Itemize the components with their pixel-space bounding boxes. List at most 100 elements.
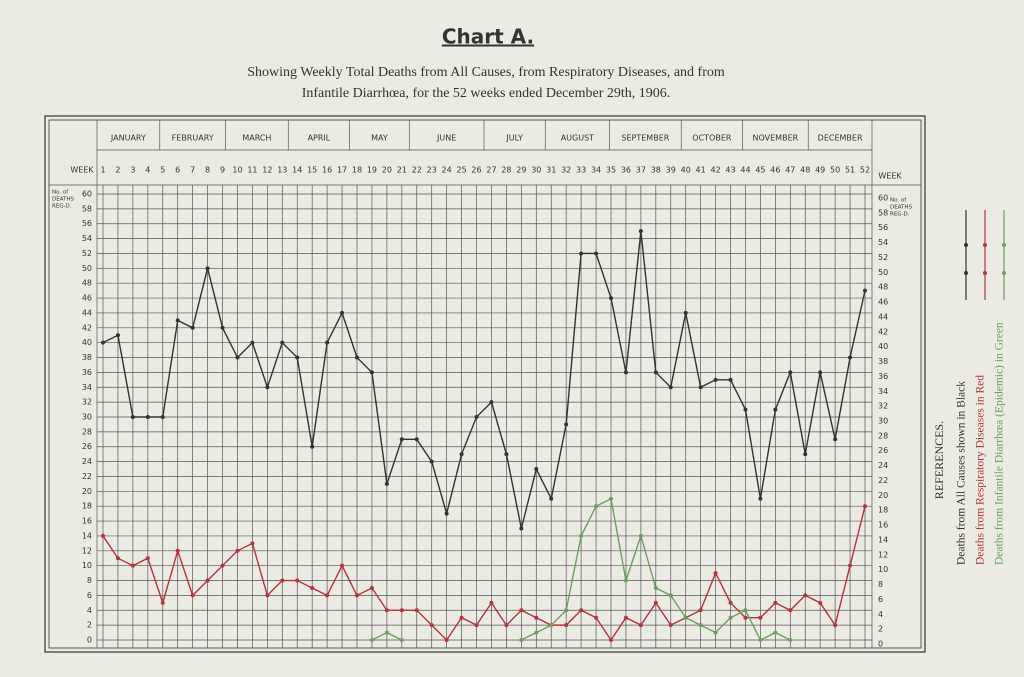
month-label: FEBRUARY <box>172 134 214 143</box>
data-point <box>340 310 345 315</box>
series-line <box>102 506 866 642</box>
month-label: SEPTEMBER <box>621 134 669 143</box>
data-point <box>728 377 733 382</box>
legend-swatch <box>1002 243 1006 247</box>
x-tick-label: 27 <box>486 166 496 175</box>
y-tick-label: 34 <box>82 383 92 392</box>
month-label: MAY <box>371 134 388 143</box>
legend-swatch <box>964 271 968 275</box>
legend-title: REFERENCES. <box>932 421 946 499</box>
x-tick-label: 45 <box>755 166 765 175</box>
x-tick-label: 26 <box>471 166 481 175</box>
data-point <box>534 615 539 620</box>
data-point <box>369 370 374 375</box>
data-point <box>115 333 120 338</box>
data-point <box>474 623 479 628</box>
y-tick-label: 10 <box>82 561 92 570</box>
data-point <box>579 251 584 256</box>
y-tick-label: 56 <box>82 219 92 228</box>
data-point <box>698 385 703 390</box>
data-point <box>698 623 703 628</box>
data-point <box>355 355 359 360</box>
data-point <box>728 600 733 605</box>
data-point <box>474 415 479 419</box>
data-point <box>623 615 628 620</box>
y-tick-label: 22 <box>878 476 888 485</box>
data-point <box>384 608 389 613</box>
y-tick-label: 38 <box>82 353 92 362</box>
data-point <box>190 593 195 598</box>
data-point <box>220 563 225 568</box>
x-tick-label: 11 <box>247 166 257 175</box>
data-point <box>220 325 225 330</box>
x-tick-label: 25 <box>456 166 466 175</box>
y-axis-label: No. of <box>890 198 907 204</box>
data-point <box>160 415 165 419</box>
data-point <box>190 325 195 330</box>
x-tick-label: 8 <box>205 166 210 175</box>
data-point <box>130 563 135 568</box>
data-point <box>280 578 285 583</box>
x-tick-label: 4 <box>145 166 150 175</box>
x-tick-label: 17 <box>337 166 347 175</box>
y-tick-label: 46 <box>878 298 888 307</box>
data-point <box>444 511 449 516</box>
data-point <box>803 452 808 457</box>
x-tick-label: 35 <box>606 166 616 175</box>
data-point <box>101 533 105 538</box>
data-point <box>773 407 778 412</box>
data-point <box>818 370 823 375</box>
data-point <box>713 571 718 576</box>
month-label: MARCH <box>242 134 271 143</box>
series-line <box>102 231 866 529</box>
x-tick-label: 23 <box>427 166 437 175</box>
data-point <box>638 229 643 234</box>
y-tick-label: 6 <box>878 595 883 604</box>
data-point <box>519 526 524 531</box>
data-point <box>728 615 733 620</box>
data-point <box>265 385 270 390</box>
data-point <box>579 608 584 613</box>
x-tick-label: 39 <box>666 166 676 175</box>
data-point <box>504 623 509 628</box>
data-point <box>683 615 688 620</box>
x-tick-label: 44 <box>740 166 750 175</box>
data-point <box>399 638 404 642</box>
data-point <box>534 630 539 635</box>
y-tick-label: 4 <box>87 606 92 615</box>
data-point <box>384 481 389 486</box>
legend-swatch <box>983 271 987 275</box>
data-point <box>713 630 718 635</box>
data-point <box>280 340 285 345</box>
y-tick-label: 36 <box>878 372 888 381</box>
x-tick-label: 42 <box>710 166 720 175</box>
y-tick-label: 16 <box>878 521 888 530</box>
x-tick-label: 40 <box>681 166 691 175</box>
data-point <box>235 355 240 360</box>
month-label: JANUARY <box>110 134 146 143</box>
data-point <box>758 638 763 642</box>
y-tick-label: 60 <box>82 190 92 199</box>
data-point <box>384 630 389 635</box>
x-tick-label: 5 <box>160 166 165 175</box>
data-point <box>668 385 673 390</box>
y-axis-label: DEATHS <box>52 197 75 203</box>
data-point <box>609 496 613 501</box>
x-tick-label: 51 <box>845 166 855 175</box>
x-tick-label: 16 <box>322 166 332 175</box>
data-point <box>250 340 255 345</box>
y-tick-label: 54 <box>878 238 888 247</box>
data-point <box>355 593 359 598</box>
data-point <box>459 615 464 620</box>
data-point <box>863 504 867 509</box>
data-point <box>564 623 569 628</box>
y-tick-label: 22 <box>82 472 92 481</box>
y-tick-label: 28 <box>878 431 888 440</box>
y-tick-label: 8 <box>87 576 92 585</box>
data-point <box>788 638 793 642</box>
month-label: OCTOBER <box>692 134 732 143</box>
data-point <box>698 608 703 613</box>
data-point <box>265 593 270 598</box>
y-tick-label: 18 <box>82 502 92 511</box>
data-point <box>653 600 658 605</box>
